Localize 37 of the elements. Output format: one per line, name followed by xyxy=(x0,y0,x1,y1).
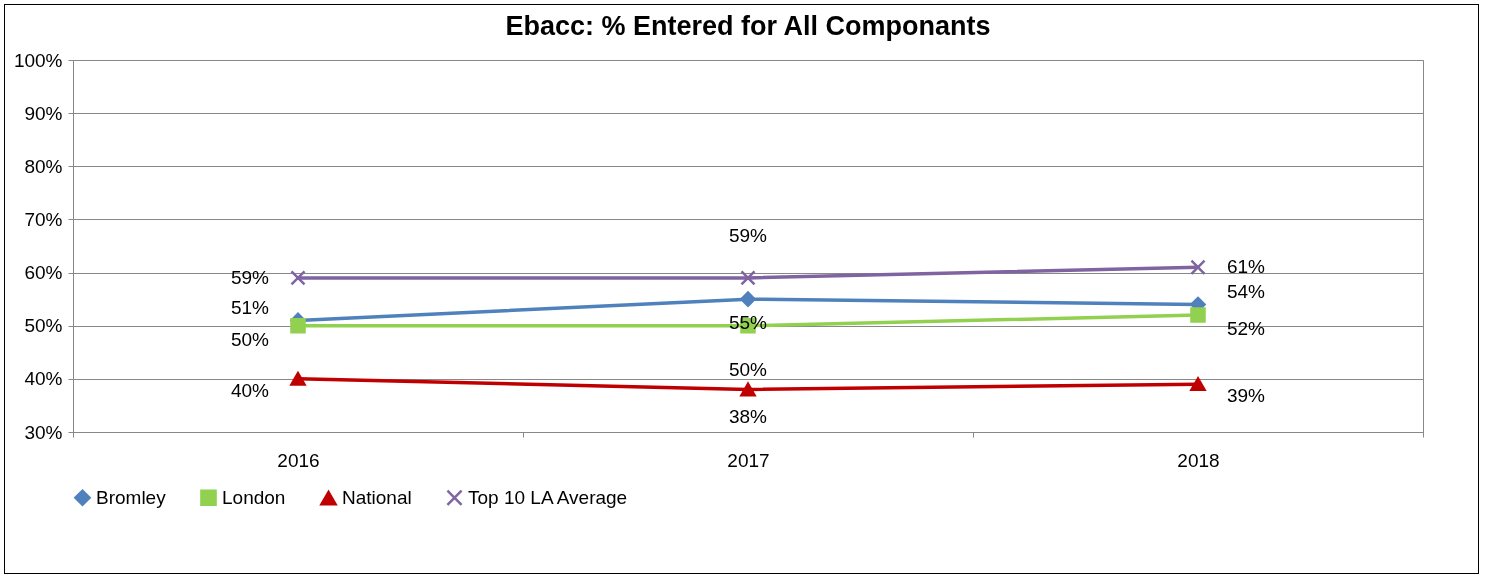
point xyxy=(1190,259,1206,276)
point xyxy=(1190,307,1206,323)
data-label: 52% xyxy=(1226,318,1266,340)
point xyxy=(740,270,756,286)
data-label: 39% xyxy=(1226,385,1266,407)
y-tick-label: 40% xyxy=(24,368,63,390)
y-tick-label: 90% xyxy=(24,102,63,124)
chart-title: Ebacc: % Entered for All Componants xyxy=(505,11,991,41)
legend-label: National xyxy=(342,487,412,509)
y-tick-label: 70% xyxy=(24,208,63,230)
data-label: 54% xyxy=(1226,281,1266,303)
y-tick-label: 60% xyxy=(24,262,63,284)
data-label: 40% xyxy=(230,379,270,401)
point xyxy=(740,291,756,307)
point xyxy=(290,270,306,286)
legend-label: London xyxy=(222,486,286,508)
point xyxy=(290,371,306,386)
data-label: 51% xyxy=(230,297,270,319)
legend-label: Top 10 LA Average xyxy=(468,486,628,508)
data-label: 59% xyxy=(230,266,270,288)
data-label: 38% xyxy=(728,406,768,428)
data-label: 59% xyxy=(728,224,768,246)
y-tick-label: 50% xyxy=(24,315,63,337)
x-tick-label: 2016 xyxy=(277,449,320,471)
y-tick-label: 100% xyxy=(13,49,63,71)
point xyxy=(1190,377,1206,392)
x-tick-label: 2018 xyxy=(1177,449,1220,471)
legend-label: Bromley xyxy=(96,486,167,508)
data-label: 50% xyxy=(728,358,768,380)
y-tick-label: 80% xyxy=(24,155,63,177)
data-label: 61% xyxy=(1226,256,1266,278)
point xyxy=(740,382,756,397)
x-tick-label: 2017 xyxy=(727,449,770,471)
data-label: 55% xyxy=(728,312,768,334)
data-label: 50% xyxy=(230,328,270,350)
point xyxy=(290,317,306,334)
y-tick-label: 30% xyxy=(24,421,63,443)
